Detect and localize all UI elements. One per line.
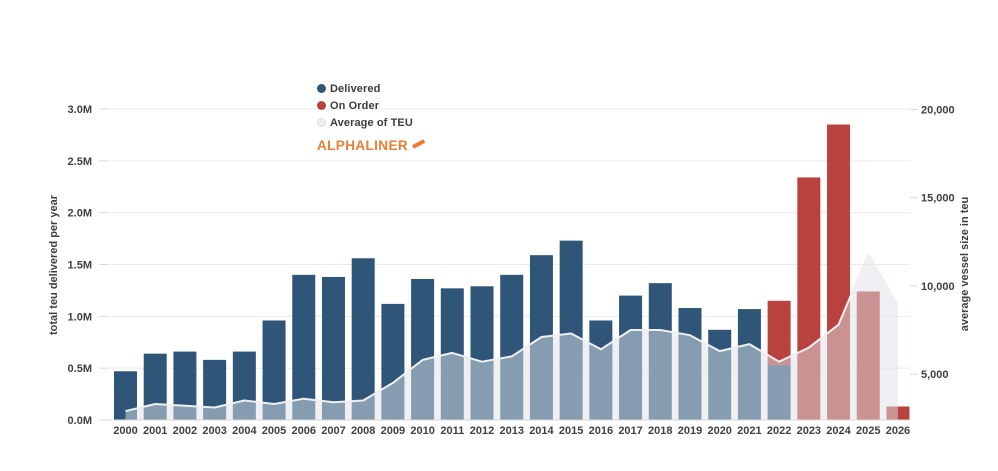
bar-delivered-2007[interactable] [321, 276, 345, 420]
x-axis-label-2018: 2018 [648, 425, 672, 437]
x-axis-label-2016: 2016 [589, 425, 613, 437]
left-axis-label-2.5M: 2.5M [68, 156, 92, 168]
alphaliner-logo-text: ALPHALINER [317, 138, 408, 153]
logo-slash-icon [411, 138, 426, 149]
x-axis-label-2024: 2024 [826, 425, 851, 437]
left-axis-label-0.0M: 0.0M [68, 415, 92, 427]
bar-delivered-2008[interactable] [351, 258, 375, 420]
x-axis-label-2001: 2001 [143, 425, 167, 437]
right-axis-label-15,000: 15,000 [921, 193, 955, 205]
left-axis-label-2.0M: 2.0M [68, 208, 92, 220]
x-axis-label-2009: 2009 [381, 425, 405, 437]
bar-delivered-2000[interactable] [114, 371, 137, 420]
alphaliner-logo: ALPHALINER [317, 138, 426, 153]
right-axis-label-20,000: 20,000 [921, 105, 955, 117]
bar-delivered-2006[interactable] [292, 274, 316, 420]
x-axis-label-2012: 2012 [470, 425, 494, 437]
x-axis-label-2006: 2006 [292, 425, 316, 437]
x-axis-label-2004: 2004 [232, 425, 257, 437]
bar-on-order-2022[interactable] [767, 300, 791, 366]
delivered-legend-dot-icon [317, 84, 326, 93]
left-axis-label-1.5M: 1.5M [68, 259, 92, 271]
bar-delivered-2005[interactable] [262, 320, 286, 420]
on-order-legend-dot-icon [317, 101, 326, 110]
left-axis-label-3.0M: 3.0M [68, 104, 92, 116]
x-axis-label-2020: 2020 [707, 425, 731, 437]
right-axis-label-5,000: 5,000 [921, 369, 949, 381]
x-axis-label-2025: 2025 [856, 425, 880, 437]
x-axis-label-2026: 2026 [886, 425, 910, 437]
legend-item-on-order[interactable]: On Order [317, 97, 425, 114]
chart-legend: Delivered On Order Average of TEU ALPHAL… [317, 80, 426, 153]
x-axis-label-2023: 2023 [797, 425, 821, 437]
left-axis-title: total teu delivered per year [48, 194, 60, 335]
bar-delivered-2003[interactable] [203, 359, 227, 420]
right-axis-label-10,000: 10,000 [921, 281, 955, 293]
x-axis-label-2015: 2015 [559, 425, 583, 437]
x-axis-label-2014: 2014 [529, 425, 554, 437]
right-axis-title: average vessel size in teu [959, 197, 971, 332]
average-teu-line [125, 253, 899, 413]
x-axis-label-2005: 2005 [262, 425, 286, 437]
legend-item-average-teu[interactable]: Average of TEU [317, 114, 425, 131]
legend-item-delivered[interactable]: Delivered [317, 80, 425, 97]
x-axis-label-2017: 2017 [618, 425, 642, 437]
x-axis-label-2002: 2002 [173, 425, 197, 437]
legend-label-average-teu: Average of TEU [330, 116, 413, 129]
bar-delivered-2002[interactable] [173, 351, 197, 420]
x-axis-label-2019: 2019 [678, 425, 702, 437]
x-axis-label-2021: 2021 [737, 425, 761, 437]
x-axis-label-2003: 2003 [202, 425, 226, 437]
x-axis-label-2013: 2013 [499, 425, 523, 437]
average-teu-area [125, 254, 898, 420]
legend-label-on-order: On Order [330, 99, 380, 112]
x-axis-label-2008: 2008 [351, 425, 375, 437]
legend-label-delivered: Delivered [330, 82, 381, 95]
x-axis-label-2022: 2022 [767, 425, 791, 437]
x-axis-label-2000: 2000 [113, 425, 137, 437]
x-axis-label-2010: 2010 [410, 425, 434, 437]
x-axis-label-2011: 2011 [440, 425, 464, 437]
x-axis-label-2007: 2007 [321, 425, 345, 437]
average-teu-legend-dot-icon [317, 118, 326, 127]
left-axis-label-1.0M: 1.0M [68, 311, 92, 323]
left-axis-label-0.5M: 0.5M [68, 363, 92, 375]
